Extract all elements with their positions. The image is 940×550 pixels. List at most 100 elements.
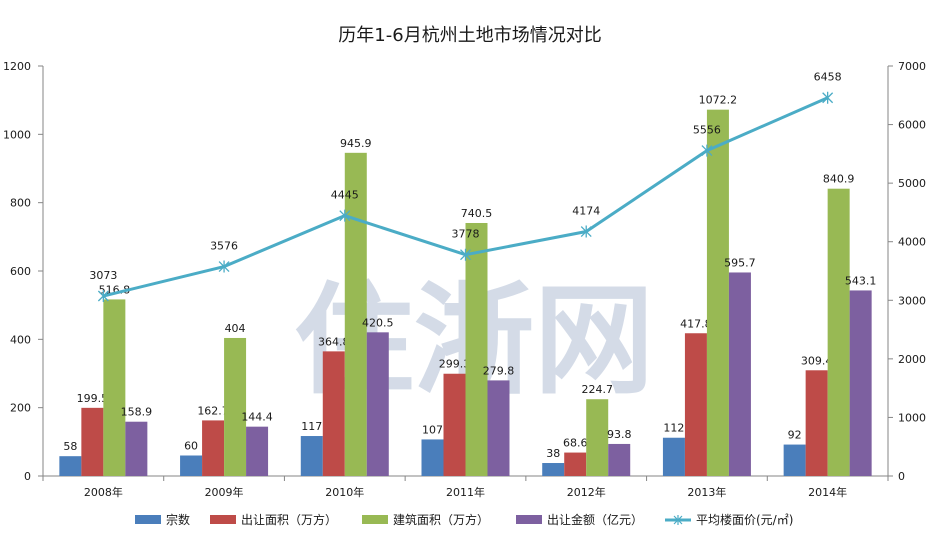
bar-data-label: 1072.2 (699, 94, 738, 107)
x-tick-label: 2012年 (567, 485, 606, 499)
bar-data-label: 117 (301, 420, 322, 433)
legend-label: 出让金额（亿元） (547, 512, 643, 527)
bar-data-label: 38 (546, 447, 560, 460)
line-point-marker (97, 290, 109, 303)
bar-data-label: 364.8 (318, 335, 350, 348)
legend-label: 建筑面积（万方） (393, 512, 489, 527)
bar-2 (202, 420, 225, 476)
bar-3 (103, 299, 126, 476)
bar-data-label: 107 (422, 423, 443, 436)
bar-4 (366, 332, 389, 476)
bar-data-label: 543.1 (845, 274, 877, 287)
y-right-tick-label: 1000 (898, 411, 926, 424)
y-left-tick-label: 800 (10, 197, 31, 210)
bar-2 (684, 333, 707, 476)
x-tick-label: 2009年 (205, 485, 244, 499)
y-left-tick-label: 1000 (3, 128, 31, 141)
line-point-marker (339, 209, 351, 222)
y-right-tick-label: 6000 (898, 119, 926, 132)
bar-data-label: 299.3 (439, 358, 471, 371)
bar-4 (487, 380, 510, 476)
line-point-marker (218, 260, 230, 273)
bar-data-label: 158.9 (121, 406, 153, 419)
bar-data-label: 224.7 (581, 383, 613, 396)
bar-2 (564, 452, 587, 476)
bar-2 (322, 351, 345, 476)
y-left-tick-label: 400 (10, 333, 31, 346)
bar-4 (125, 421, 148, 476)
line-data-label: 5556 (693, 124, 721, 137)
bar-2 (805, 370, 828, 476)
line-data-label: 3778 (452, 228, 480, 241)
bar-4 (246, 426, 269, 476)
y-left-tick-label: 0 (24, 470, 31, 483)
bar-3 (706, 109, 729, 476)
bar-4 (608, 443, 631, 476)
y-left-tick-label: 1200 (3, 60, 31, 73)
y-right-tick-label: 4000 (898, 236, 926, 249)
legend-label: 平均楼面价(元/㎡) (696, 512, 793, 527)
bar-data-label: 92 (788, 429, 802, 442)
line-data-label: 3073 (89, 269, 117, 282)
legend-marker (673, 515, 683, 525)
bar-data-label: 840.9 (823, 173, 855, 186)
line-point-marker (701, 144, 713, 157)
y-right-tick-label: 5000 (898, 177, 926, 190)
bar-data-label: 945.9 (340, 137, 372, 150)
line-data-label: 3576 (210, 240, 238, 253)
bar-2 (81, 407, 104, 476)
x-tick-label: 2008年 (84, 485, 123, 499)
bar-data-label: 60 (184, 440, 198, 453)
bar-1 (300, 436, 323, 476)
bar-1 (662, 437, 685, 476)
bar-data-label: 58 (63, 440, 77, 453)
chart-title: 历年1-6月杭州土地市场情况对比 (338, 25, 601, 46)
bar-4 (728, 272, 751, 476)
x-tick-label: 2011年 (446, 485, 485, 499)
bar-data-label: 420.5 (362, 316, 394, 329)
bar-data-label: 309.4 (801, 354, 833, 367)
y-right-tick-label: 7000 (898, 60, 926, 73)
bar-3 (586, 399, 609, 476)
bar-data-label: 144.4 (241, 411, 273, 424)
line-data-label: 4174 (572, 205, 600, 218)
legend-label: 宗数 (166, 512, 190, 527)
bar-1 (421, 439, 444, 476)
legend-swatch-1 (135, 515, 161, 524)
bar-data-label: 93.8 (607, 428, 632, 441)
bar-1 (180, 455, 203, 476)
y-right-tick-label: 3000 (898, 294, 926, 307)
bar-data-label: 417.8 (680, 317, 712, 330)
line-data-label: 4445 (331, 189, 359, 202)
bar-data-label: 279.8 (483, 364, 515, 377)
bar-data-label: 162.7 (197, 404, 229, 417)
bar-data-label: 199.5 (77, 392, 109, 405)
y-left-tick-label: 200 (10, 402, 31, 415)
bar-3 (344, 152, 367, 476)
bar-2 (443, 373, 466, 476)
bar-3 (224, 337, 247, 476)
legend-swatch-2 (210, 515, 236, 524)
y-right-tick-label: 2000 (898, 353, 926, 366)
line-point-marker (822, 91, 834, 104)
line-point-marker (580, 225, 592, 238)
bar-1 (783, 444, 806, 476)
bar-3 (827, 188, 850, 476)
x-tick-label: 2014年 (808, 485, 847, 499)
bar-data-label: 404 (225, 322, 246, 335)
bar-3 (465, 222, 488, 476)
bar-data-label: 740.5 (461, 207, 493, 220)
line-data-label: 6458 (814, 71, 842, 84)
bar-1 (542, 463, 565, 476)
legend-label: 出让面积（万方） (241, 512, 337, 527)
y-right-tick-label: 0 (898, 470, 905, 483)
line-point-marker (460, 248, 471, 261)
bar-data-label: 68.6 (563, 437, 588, 450)
bar-1 (59, 456, 82, 476)
bar-4 (849, 290, 872, 476)
bar-data-label: 112 (663, 422, 684, 435)
legend-swatch-4 (516, 515, 542, 524)
legend-swatch-3 (362, 515, 388, 524)
